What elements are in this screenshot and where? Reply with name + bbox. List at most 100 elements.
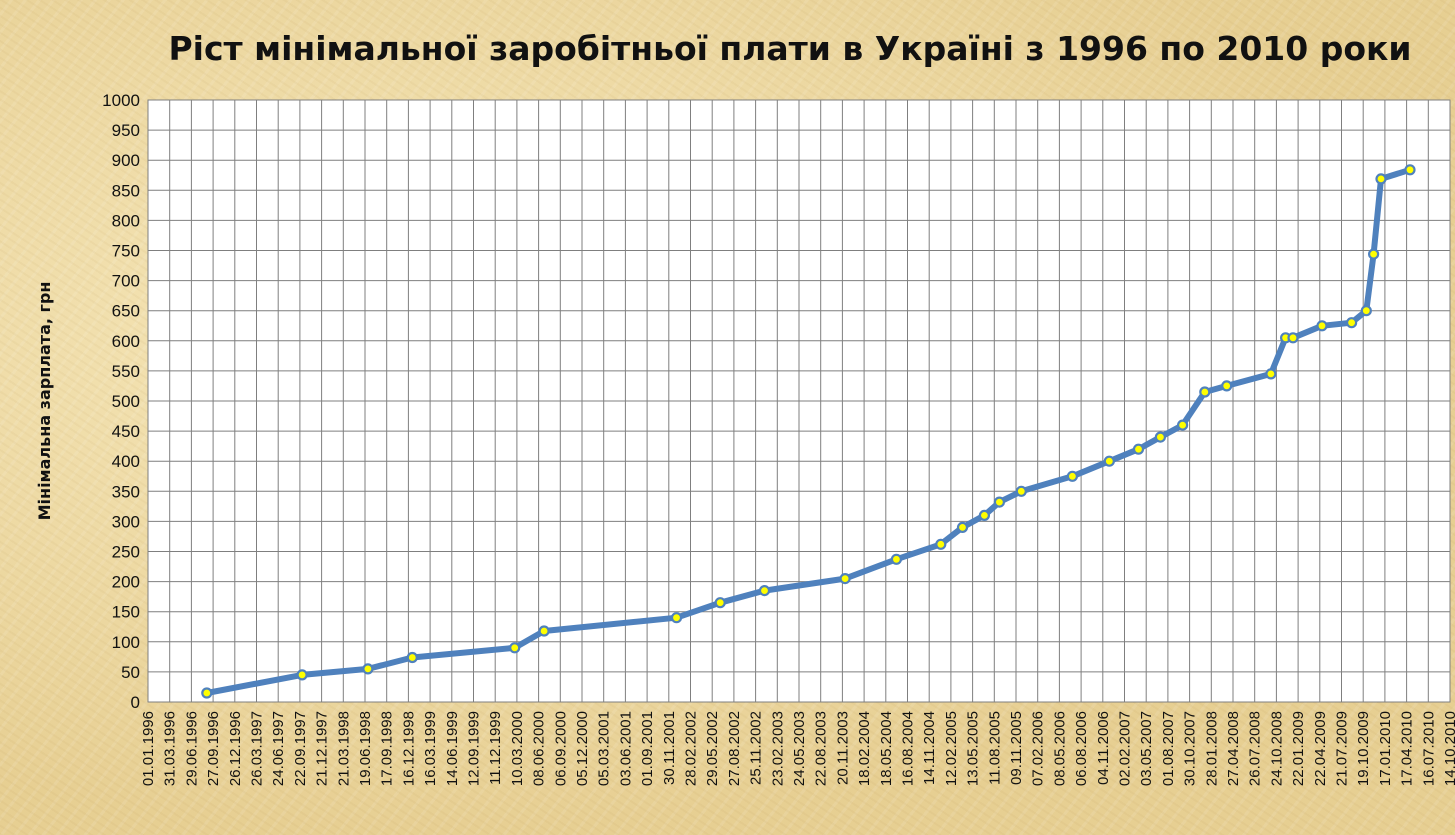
y-tick-label: 350 — [112, 482, 140, 501]
data-point — [839, 572, 851, 585]
horizontal-gridlines — [148, 129, 1450, 673]
data-point — [1367, 248, 1380, 260]
data-point — [993, 496, 1006, 508]
x-tick-label: 28.01.2008 — [1203, 711, 1220, 786]
data-point — [1404, 164, 1416, 176]
y-tick-label: 1000 — [102, 91, 140, 110]
x-tick-label: 31.03.1996 — [162, 711, 179, 786]
data-point — [538, 625, 550, 637]
x-tick-label: 06.08.2006 — [1073, 711, 1090, 786]
x-tick-label: 12.09.1999 — [466, 711, 483, 786]
y-tick-label: 850 — [112, 181, 140, 200]
data-point — [890, 553, 903, 565]
x-tick-label: 06.09.2000 — [552, 711, 569, 786]
y-tick-label: 500 — [112, 392, 140, 411]
chart-title: Ріст мінімальної заробітньої плати в Укр… — [168, 29, 1411, 68]
x-tick-label: 07.02.2006 — [1030, 711, 1047, 786]
y-tick-label: 750 — [112, 242, 140, 261]
plot-area — [147, 99, 1451, 703]
x-tick-label: 04.11.2006 — [1095, 711, 1112, 785]
data-point — [1176, 419, 1189, 431]
x-tick-label: 21.12.1997 — [314, 711, 331, 786]
data-point — [1345, 317, 1358, 329]
y-tick-label: 0 — [131, 693, 140, 712]
x-tick-label: 26.03.1997 — [249, 711, 266, 786]
x-tick-label: 05.12.2000 — [574, 711, 591, 786]
x-axis: 01.01.1996 31.03.1996 29.06.1996 27.09.1996… — [140, 711, 1455, 786]
x-tick-label: 29.06.1996 — [183, 711, 200, 786]
data-point — [406, 651, 418, 664]
y-tick-label: 600 — [112, 332, 140, 351]
x-tick-label: 26.12.1996 — [227, 711, 244, 786]
y-tick-label: 100 — [112, 633, 140, 652]
x-tick-label: 14.10.2010 — [1442, 711, 1455, 786]
x-tick-label: 26.07.2008 — [1247, 711, 1264, 786]
data-point — [201, 687, 213, 699]
data-point — [1066, 470, 1079, 482]
data-point — [509, 642, 521, 654]
y-axis-label: Мінімальна зарплата, грн — [35, 282, 54, 521]
data-point — [1265, 368, 1277, 380]
x-tick-label: 24.05.2003 — [791, 711, 808, 786]
x-tick-label: 16.03.1999 — [422, 711, 439, 786]
x-tick-label: 14.11.2004 — [921, 711, 938, 785]
x-tick-label: 21.03.1998 — [335, 711, 352, 786]
y-tick-label: 50 — [121, 663, 140, 682]
data-point — [1199, 386, 1211, 398]
x-tick-label: 16.07.2010 — [1420, 711, 1437, 786]
x-tick-label: 17.09.1998 — [379, 711, 396, 786]
x-tick-label: 01.01.1996 — [140, 711, 157, 786]
x-tick-label: 24.06.1997 — [270, 711, 287, 786]
x-tick-label: 17.04.2010 — [1399, 711, 1416, 786]
x-tick-label: 22.09.1997 — [292, 711, 309, 786]
data-point — [670, 612, 683, 624]
data-point — [1375, 173, 1387, 185]
x-tick-label: 03.06.2001 — [617, 711, 634, 786]
y-tick-label: 450 — [112, 422, 140, 441]
x-tick-label: 18.02.2004 — [856, 711, 873, 786]
x-tick-label: 27.09.1996 — [205, 711, 222, 786]
data-point — [1360, 305, 1372, 317]
y-tick-label: 150 — [112, 603, 140, 622]
y-tick-label: 300 — [112, 512, 140, 531]
x-tick-label: 27.08.2002 — [726, 711, 743, 786]
x-tick-label: 28.02.2002 — [683, 711, 700, 786]
x-tick-label: 23.02.2003 — [769, 711, 786, 786]
x-tick-label: 01.08.2007 — [1160, 711, 1177, 786]
x-tick-label: 03.05.2007 — [1138, 711, 1155, 786]
data-point — [935, 538, 947, 550]
x-tick-label: 19.10.2009 — [1355, 711, 1372, 786]
x-tick-label: 22.01.2009 — [1290, 711, 1307, 786]
x-tick-label: 25.11.2002 — [748, 711, 765, 785]
data-point — [1154, 431, 1167, 443]
data-point — [1015, 485, 1027, 497]
x-tick-label: 09.11.2005 — [1008, 711, 1025, 785]
x-tick-label: 30.11.2001 — [661, 711, 678, 785]
data-point — [296, 669, 308, 681]
x-tick-label: 22.04.2009 — [1312, 711, 1329, 786]
data-point — [1103, 455, 1115, 467]
x-tick-label: 13.05.2005 — [965, 711, 982, 786]
data-point — [1287, 332, 1299, 344]
y-tick-label: 400 — [112, 452, 140, 471]
data-point — [1221, 380, 1233, 392]
x-tick-label: 27.04.2008 — [1225, 711, 1242, 786]
data-point — [956, 521, 969, 534]
data-point — [978, 509, 991, 522]
series-layer — [201, 164, 1416, 699]
x-tick-label: 12.02.2005 — [943, 711, 960, 786]
data-point — [1316, 320, 1328, 332]
x-tick-label: 02.02.2007 — [1117, 711, 1134, 786]
x-tick-label: 05.03.2001 — [596, 711, 613, 786]
data-point — [362, 663, 374, 675]
x-tick-label: 17.01.2010 — [1377, 711, 1394, 786]
x-tick-label: 01.09.2001 — [639, 711, 656, 786]
x-tick-label: 11.12.1999 — [487, 711, 504, 785]
data-point — [758, 584, 771, 597]
y-tick-label: 200 — [112, 573, 140, 592]
x-tick-label: 08.05.2006 — [1051, 711, 1068, 786]
y-tick-label: 550 — [112, 362, 140, 381]
y-tick-label: 700 — [112, 272, 140, 291]
x-tick-label: 16.08.2004 — [900, 711, 917, 786]
x-tick-label: 11.08.2005 — [986, 711, 1003, 785]
